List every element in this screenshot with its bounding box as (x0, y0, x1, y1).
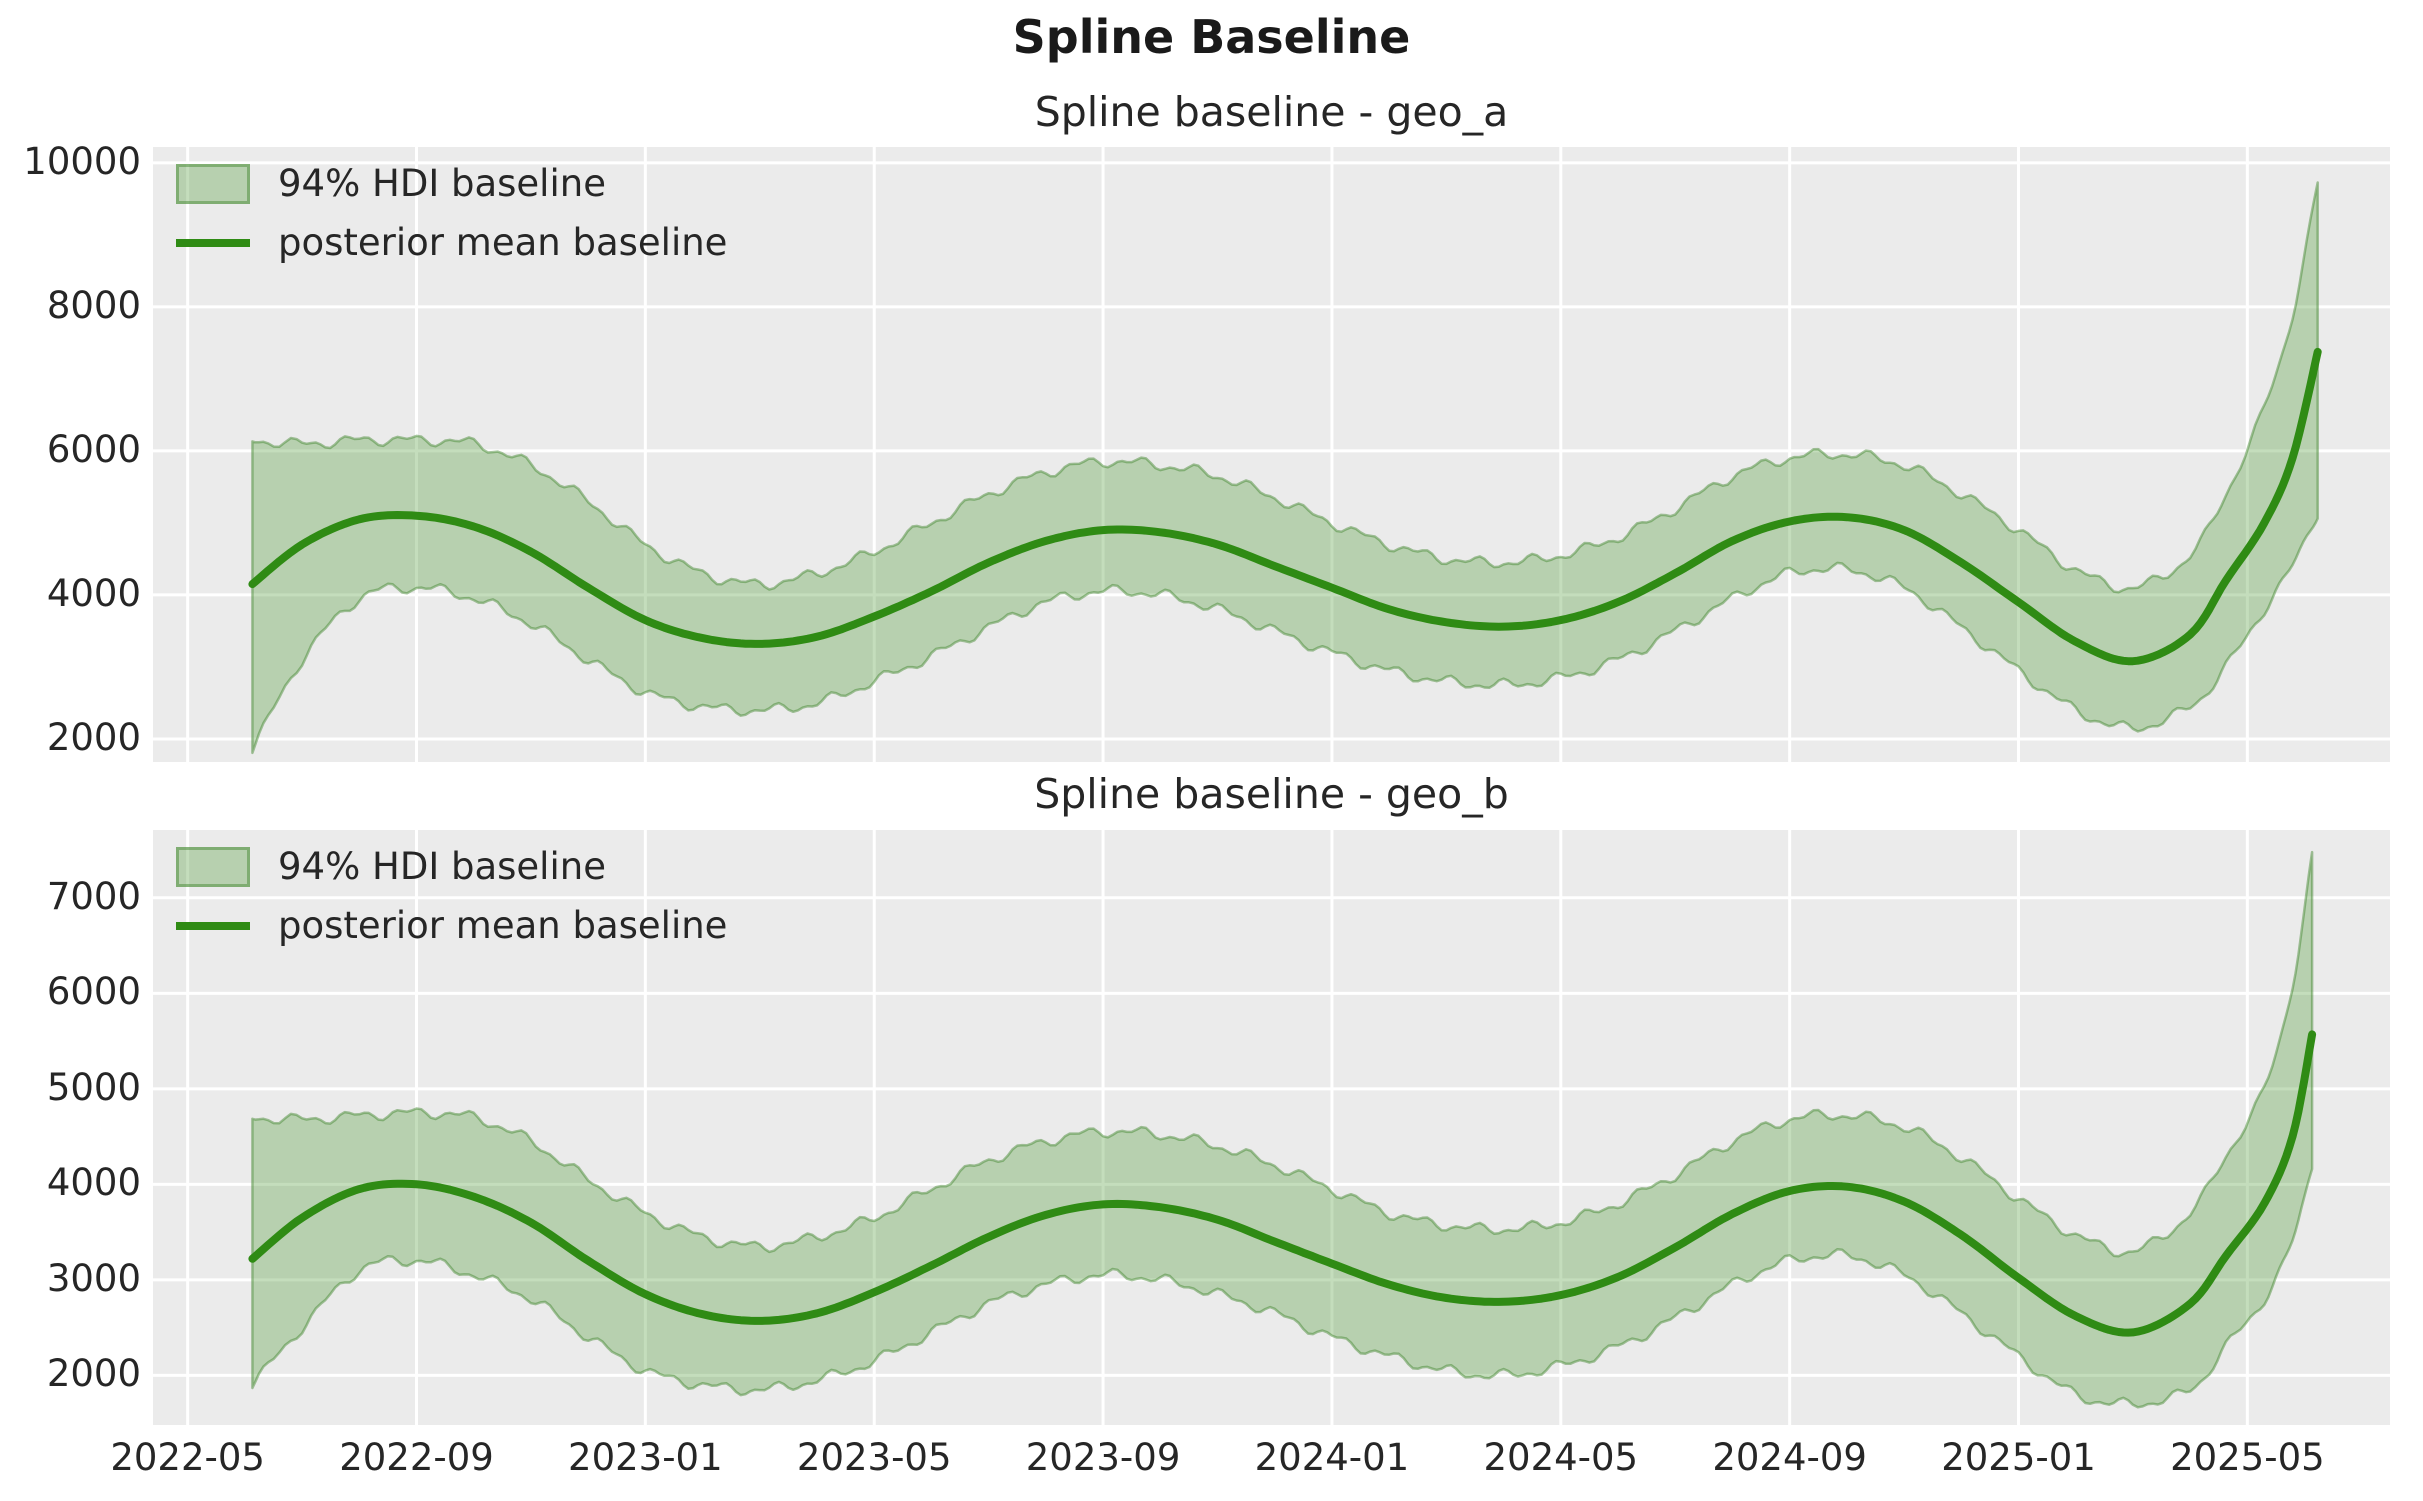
y-tick-label: 4000 (46, 1161, 141, 1205)
x-tick-label: 2022-09 (339, 1436, 494, 1479)
x-tick-label: 2024-01 (1254, 1436, 1410, 1479)
y-tick-label: 2000 (46, 1352, 141, 1396)
mean-line-swatch (176, 238, 250, 247)
y-tick-label: 8000 (46, 283, 141, 327)
x-tick-label: 2022-05 (110, 1436, 265, 1479)
x-tick-label: 2025-01 (1941, 1436, 2096, 1479)
x-tick-label: 2023-05 (796, 1436, 952, 1479)
x-tick-label: 2025-05 (2170, 1436, 2325, 1479)
legend-label-mean: posterior mean baseline (278, 904, 728, 947)
subplot-title-geo-a: Spline baseline - geo_a (1034, 88, 1509, 136)
x-tick-label: 2023-09 (1025, 1436, 1181, 1479)
y-tick-label: 4000 (46, 571, 141, 615)
y-tick-label: 3000 (46, 1256, 141, 1300)
plot-area-geo-b (153, 830, 2390, 1425)
y-tick-label: 5000 (46, 1065, 141, 1109)
legend-entry-hdi: 94% HDI baseline (176, 845, 727, 888)
legend-label-hdi: 94% HDI baseline (278, 162, 606, 205)
y-tick-label: 6000 (46, 970, 141, 1014)
y-tick-label: 7000 (46, 874, 141, 918)
x-tick-label: 2023-01 (568, 1436, 723, 1479)
x-tick-label: 2024-05 (1483, 1436, 1639, 1479)
legend-label-mean: posterior mean baseline (278, 221, 728, 264)
y-tick-label: 10000 (23, 139, 141, 183)
y-tick-label: 6000 (46, 427, 141, 471)
x-tick-label: 2024-09 (1712, 1436, 1867, 1479)
hdi-band-swatch (176, 163, 250, 204)
legend-label-hdi: 94% HDI baseline (278, 845, 606, 888)
figure-title: Spline Baseline (1012, 10, 1411, 64)
legend-geo-b: 94% HDI baseline posterior mean baseline (176, 845, 727, 947)
y-tick-label: 2000 (46, 715, 141, 759)
legend-entry-hdi: 94% HDI baseline (176, 162, 727, 205)
legend-entry-mean: posterior mean baseline (176, 904, 727, 947)
plot-area-geo-a (153, 147, 2390, 762)
legend-entry-mean: posterior mean baseline (176, 221, 727, 264)
mean-line-swatch (176, 921, 250, 930)
hdi-band-swatch (176, 846, 250, 887)
subplot-title-geo-b: Spline baseline - geo_b (1034, 770, 1509, 818)
legend-geo-a: 94% HDI baseline posterior mean baseline (176, 162, 727, 264)
